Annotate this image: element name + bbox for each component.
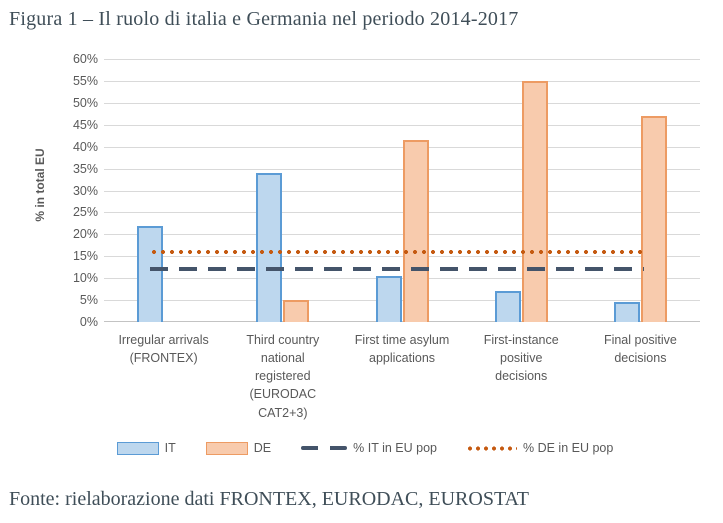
legend-label: DE (253, 441, 272, 455)
gridline (104, 234, 700, 236)
gridline (104, 212, 700, 214)
y-tick-label: 10% (72, 271, 98, 286)
y-tick-label: 15% (72, 249, 98, 264)
bar-de (283, 300, 310, 322)
category-label: First-instance positive decisions (483, 333, 559, 384)
legend-item--it-in-eu-pop: % IT in EU pop (301, 441, 437, 455)
y-tick-label: 50% (72, 95, 98, 110)
y-tick-label: 35% (72, 161, 98, 176)
bar-it (256, 172, 283, 322)
y-tick-label: 5% (79, 293, 98, 308)
gridline (104, 59, 700, 60)
bar-it (137, 225, 164, 322)
bar-group (223, 59, 342, 322)
legend-label: % DE in EU pop (523, 441, 614, 455)
legend-item-de: DE (205, 441, 272, 455)
gridline (104, 80, 700, 82)
refline-de-pop (150, 249, 644, 254)
category-label: Final positive decisions (603, 333, 677, 366)
figure-source: Fonte: rielaborazione dati FRONTEX, EURO… (9, 488, 529, 510)
legend-item--de-in-eu-pop: % DE in EU pop (467, 441, 613, 455)
plot-area (104, 59, 700, 322)
bar-groups (104, 59, 700, 322)
gridline (104, 278, 700, 280)
y-tick-label: 45% (72, 117, 98, 132)
category-label: Irregular arrivals (FRONTEX) (118, 333, 209, 366)
y-tick-label: 60% (72, 52, 98, 66)
legend-swatch-it (116, 441, 159, 455)
bar-group (342, 59, 461, 322)
gridline (104, 321, 700, 322)
legend-dashed-line-sample (301, 446, 348, 450)
x-axis-labels: Irregular arrivals (FRONTEX) Third countr… (104, 331, 700, 422)
y-tick-label: 30% (72, 183, 98, 198)
bar-group (104, 59, 223, 322)
bar-it (613, 302, 640, 322)
bar-group (462, 59, 581, 322)
figure-title: Figura 1 – Il ruolo di italia e Germania… (9, 8, 519, 30)
gridline (104, 146, 700, 148)
y-tick-label: 25% (72, 205, 98, 220)
legend-swatch-de (205, 441, 248, 455)
category-label: Third country national registered (EUROD… (246, 333, 320, 420)
bar-de (521, 80, 548, 322)
gridline (104, 256, 700, 258)
chart-legend: IT DE % IT in EU pop % DE in EU pop (60, 441, 670, 455)
y-tick-label: 55% (72, 73, 98, 88)
bar-de (402, 140, 429, 322)
legend-dotted-line-sample (467, 445, 517, 451)
y-axis-title: % in total EU (33, 148, 47, 222)
bar-group (581, 59, 700, 322)
legend-item-it: IT (116, 441, 176, 455)
gridline (104, 300, 700, 302)
bar-it (375, 275, 402, 322)
bar-it (494, 291, 521, 322)
gridline (104, 168, 700, 170)
gridline (104, 102, 700, 104)
bar-de (640, 115, 667, 322)
y-tick-label: 0% (79, 315, 98, 329)
y-tick-label: 40% (72, 139, 98, 154)
y-tick-label: 20% (72, 227, 98, 242)
gridline (104, 190, 700, 192)
legend-label: IT (164, 441, 176, 455)
y-axis-ticks: 60% 55% 50% 45% 40% 35% 30% 25% 20% 15% 10% 5% 0% (54, 52, 98, 329)
legend-label: % IT in EU pop (353, 441, 437, 455)
refline-it-pop (150, 267, 644, 272)
category-label: First time asylum applications (354, 333, 450, 366)
gridline (104, 124, 700, 126)
